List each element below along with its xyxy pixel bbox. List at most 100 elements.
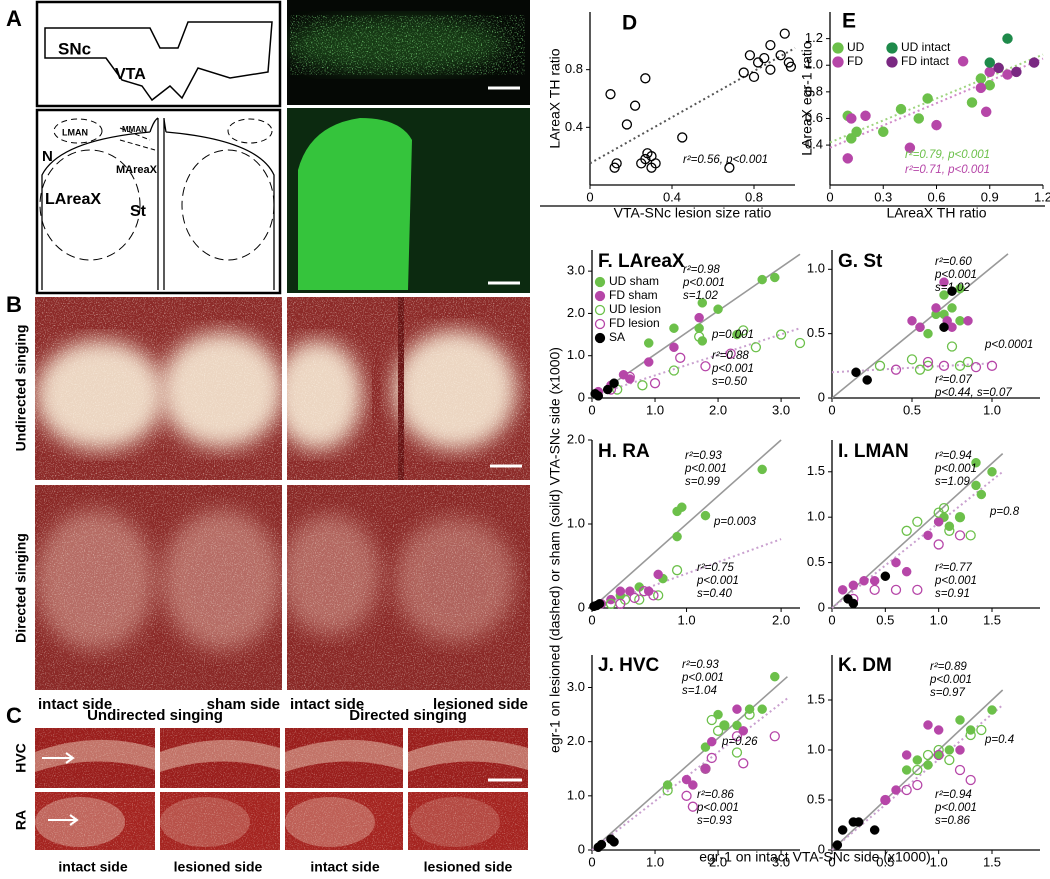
point [609,378,619,388]
chart-title: E [842,10,856,33]
x-tick-label: 0.8 [745,189,763,204]
point [944,745,955,755]
point [1002,33,1013,44]
point [1011,66,1022,78]
point [963,316,973,326]
point [662,780,673,790]
panel-letter: B [6,292,22,317]
point [915,322,925,332]
point [1002,69,1013,80]
x-tick-label: 1.0 [646,854,664,869]
point [738,758,749,769]
x-tick-label: 0 [826,189,833,204]
y-tick-label: 0 [818,599,825,614]
chart-title: D [622,12,637,35]
point [984,57,995,68]
point [643,338,654,348]
point [851,126,862,138]
fit-line [829,53,1044,144]
point [700,742,711,752]
y-tick-label: 1.2 [805,30,823,45]
panel-letter: C [6,703,22,728]
x-tick-label: 1.0 [983,402,1001,417]
point [933,539,944,550]
point [638,586,650,597]
point [775,329,787,340]
point [971,480,981,491]
point [668,365,680,376]
point [987,705,997,715]
point [914,364,926,375]
legend-marker [594,290,606,302]
legend-marker [594,276,606,288]
point [681,790,692,801]
point [770,272,780,283]
point [596,839,607,850]
region-label: MMAN [122,125,147,134]
point [939,322,949,332]
annotation: r²=0.98 [683,264,720,276]
point [770,671,780,682]
point [672,531,682,542]
point [869,825,880,835]
y-tick-label: 0.4 [805,137,823,152]
annotation: r²=0.75 [697,562,734,574]
region-label: SNc [58,39,91,58]
chart-title: H. RA [598,441,650,462]
point [688,780,698,790]
point [912,779,923,791]
y-tick-label: 0.5 [807,791,825,806]
y-axis-label: LAreaX egr-1 ratio [799,41,815,156]
y-tick-label: 1.0 [807,741,825,756]
point [880,571,891,581]
point [869,584,880,595]
point [984,66,995,78]
legend-marker [832,42,844,54]
x-tick-label: 0 [828,402,835,417]
point [738,67,749,78]
area-outline [227,118,273,144]
point [962,356,974,368]
point [975,73,987,84]
row-label: Directed singing [13,533,29,643]
point [637,380,648,391]
legend-marker [886,42,898,54]
point [954,764,966,776]
point [955,745,965,755]
point [669,323,679,333]
point [931,119,942,131]
x-tick-label: 0.5 [876,854,894,869]
annotation: r²=0.77 [935,562,972,574]
point [694,312,704,323]
point [947,286,957,296]
point [933,749,944,761]
point [848,598,859,609]
y-tick-label: 0 [818,841,825,856]
annotation: s=0.93 [697,815,732,827]
point [615,586,626,596]
annotation: s=0.86 [935,815,970,827]
annotation: p<0.001 [696,802,739,814]
point [971,457,981,468]
point [757,464,767,475]
point [954,512,966,523]
region-label: N [42,148,53,165]
point [993,62,1004,74]
x-tick-label: 2.0 [772,612,790,627]
point [687,801,698,812]
point [895,103,907,115]
point [912,755,923,765]
col-label: lesioned side [424,859,513,875]
point [954,530,966,541]
point [851,367,861,378]
annotation: p<0.001 [681,672,724,684]
area-outline [119,127,156,151]
point [671,565,683,576]
fit-line [831,471,1004,609]
y-tick-label: 0.5 [807,325,825,340]
image [287,485,530,690]
point [648,590,659,601]
annotation: s=0.97 [930,687,965,699]
point [913,113,924,124]
